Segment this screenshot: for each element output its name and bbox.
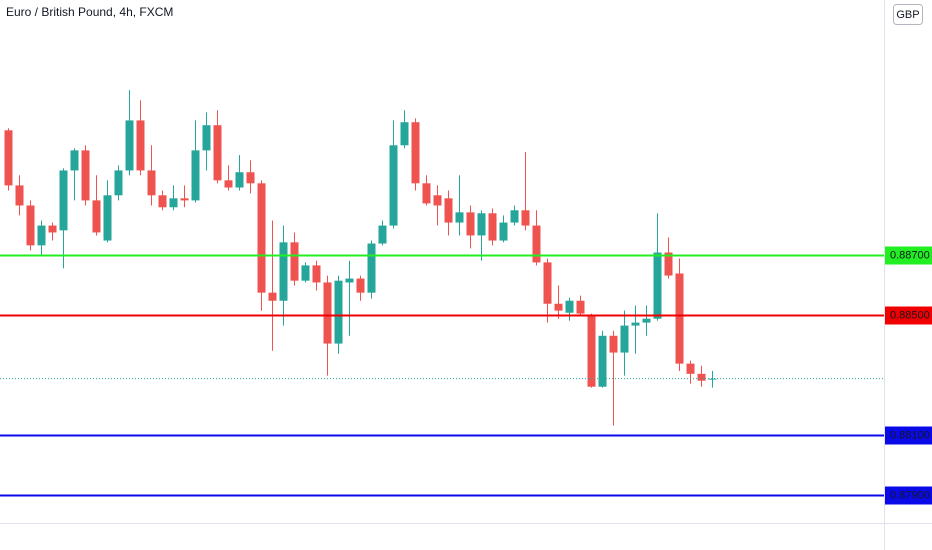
candle-body (356, 278, 365, 293)
candle-body (477, 213, 486, 236)
candle-body (224, 180, 233, 188)
level-label: 0.87900 (890, 489, 930, 501)
candle-body (620, 325, 629, 353)
candle-body (532, 225, 541, 263)
candle-body (37, 225, 46, 246)
candle-body (290, 242, 299, 281)
candle-body (246, 172, 255, 184)
candle-body (158, 195, 167, 208)
candle-body (510, 210, 519, 223)
level-label: 0.88100 (890, 429, 930, 441)
level-label: 0.88500 (890, 309, 930, 321)
candle-body (543, 262, 552, 304)
candle-body (400, 122, 409, 146)
level-label-box (885, 426, 932, 445)
candle-body (609, 335, 618, 353)
level-label: 0.88700 (890, 249, 930, 261)
candle-body (389, 145, 398, 226)
level-label-box (885, 306, 932, 325)
candle-body (367, 243, 376, 293)
candle-body (587, 315, 596, 387)
candle-body (81, 150, 90, 201)
candle-body (26, 205, 35, 246)
candle-body (334, 280, 343, 344)
candle-body (455, 212, 464, 223)
currency-box[interactable] (893, 4, 923, 25)
level-label-box (885, 246, 932, 265)
level-label-box (885, 486, 932, 505)
candle-body (312, 265, 321, 283)
candle-body (444, 198, 453, 223)
candle-body (708, 378, 717, 380)
candle-body (114, 170, 123, 196)
chart-title: Euro / British Pound, 4h, FXCM (6, 5, 173, 19)
candle-body (59, 170, 68, 231)
candle-body (488, 213, 497, 241)
candle-body (675, 273, 684, 364)
candle-body (378, 225, 387, 244)
candle-body (268, 292, 277, 301)
axes: 0.88700 0.88500 0.88100 0.87900 (885, 246, 932, 505)
candle-body (92, 200, 101, 233)
candle-body (653, 252, 662, 319)
candle-body (235, 172, 244, 188)
candle-body (411, 122, 420, 184)
candle-body (554, 303, 563, 311)
candle-body (642, 318, 651, 323)
candle-body (598, 335, 607, 387)
candle-body (136, 120, 145, 171)
candle-body (576, 300, 585, 314)
candle-body (664, 252, 673, 276)
candle-body (323, 282, 332, 344)
candle-body (499, 222, 508, 241)
candle-body (631, 322, 640, 326)
candle-body (48, 225, 57, 233)
candle-body (433, 195, 442, 206)
candle-body (103, 195, 112, 241)
candle-body (279, 242, 288, 301)
candle-body (565, 300, 574, 313)
candle-body (191, 150, 200, 201)
candle-body (169, 198, 178, 208)
candle-body (147, 170, 156, 196)
candle-body (697, 373, 706, 381)
candle-body (180, 198, 189, 201)
candle-body (70, 150, 79, 171)
candle-body (125, 120, 134, 171)
candle-body (202, 125, 211, 151)
currency-label[interactable]: GBP (896, 9, 919, 21)
candle-body (15, 185, 24, 206)
candle-body (257, 183, 266, 293)
candle-body (466, 212, 475, 236)
candle-body (345, 278, 354, 283)
candle-body (422, 183, 431, 204)
candle-body (213, 125, 222, 181)
plot (0, 90, 884, 497)
candle-body (301, 265, 310, 281)
candle-body (521, 210, 530, 226)
candle-body (4, 130, 13, 186)
candle-body (686, 363, 695, 374)
